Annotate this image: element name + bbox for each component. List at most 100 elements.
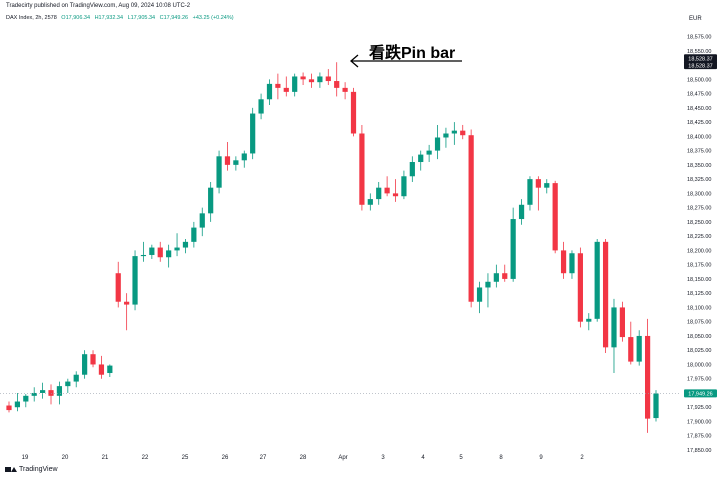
tradingview-icon [5, 466, 17, 473]
candle-body [476, 287, 483, 302]
candle-body [140, 254, 147, 257]
candle-body [292, 76, 298, 92]
candle-body [107, 365, 113, 374]
candle-body [644, 335, 651, 419]
price-tag-bg [684, 54, 717, 63]
x-tick-label: 8 [499, 455, 503, 461]
low-value: L17,905.34 [127, 15, 156, 21]
candle-body [384, 187, 390, 194]
candle-body [569, 253, 575, 274]
price-tag-bg [684, 61, 717, 70]
price-tag-label: 18,528.37 [688, 56, 712, 62]
candle-body [73, 374, 79, 382]
y-tick-label: 18,250.00 [687, 220, 711, 226]
candle-body [82, 354, 88, 375]
annotation-arrow [350, 54, 462, 68]
candle-body [493, 273, 499, 282]
x-tick-label: 21 [102, 455, 109, 461]
pin-bar-annotation: 看跌Pin bar [369, 45, 456, 62]
y-tick-label: 18,325.00 [687, 177, 711, 183]
candle-body [325, 76, 331, 82]
candle-body [90, 354, 96, 365]
y-tick-label: 18,425.00 [687, 120, 711, 126]
candle-body [300, 76, 306, 80]
candle-body [451, 130, 457, 134]
y-tick-label: 18,225.00 [687, 234, 711, 240]
x-tick-label: 2 [580, 455, 584, 461]
candle-body [586, 318, 592, 322]
price-tag-label: 17,949.26 [688, 392, 712, 398]
x-tick-label: Apr [338, 455, 347, 461]
brand-label: TradingView [19, 466, 58, 473]
x-tick-label: 27 [260, 455, 267, 461]
symbol-label[interactable]: DAX Index, 2h, 2578 [6, 15, 57, 21]
candle-body [149, 247, 155, 255]
candle-body [275, 83, 281, 88]
candle-body [552, 183, 558, 251]
candle-body [577, 253, 583, 322]
candle-body [510, 219, 516, 279]
candle-body [485, 281, 491, 288]
candles-layer [0, 62, 680, 433]
tradingview-logo[interactable]: TradingView [5, 466, 58, 473]
candle-body [40, 390, 46, 393]
candle-body [502, 273, 508, 279]
y-tick-label: 18,125.00 [687, 291, 711, 297]
x-tick-label: 20 [62, 455, 69, 461]
candle-body [636, 335, 642, 362]
y-tick-label: 18,100.00 [687, 305, 711, 311]
x-tick-label: 28 [300, 455, 307, 461]
candle-body [208, 187, 214, 214]
candle-body [308, 79, 315, 83]
candle-body [334, 81, 340, 88]
candle-body [6, 405, 12, 411]
candle-body [376, 187, 382, 200]
y-tick-label: 18,500.00 [687, 77, 711, 83]
candle-body [653, 393, 659, 419]
candle-body [182, 241, 189, 248]
open-value: O17,906.34 [61, 15, 91, 21]
candle-body [518, 204, 525, 220]
y-tick-label: 17,850.00 [687, 448, 711, 454]
y-tick-label: 17,925.00 [687, 405, 711, 411]
x-tick-label: 5 [459, 455, 463, 461]
candle-body [241, 153, 247, 161]
x-tick-label: 25 [182, 455, 189, 461]
candle-body [174, 247, 180, 251]
time-axis: 19 20 21 22 25 26 27 28 Apr 3 4 5 8 9 2 [22, 455, 585, 461]
candle-body [628, 337, 634, 362]
candle-body [443, 133, 449, 138]
y-tick-label: 18,450.00 [687, 106, 711, 112]
y-tick-label: 17,900.00 [687, 419, 711, 425]
y-tick-label: 18,275.00 [687, 206, 711, 212]
candle-body [191, 227, 197, 242]
candle-body [535, 179, 541, 188]
candle-body [23, 395, 29, 402]
candle-body [157, 247, 163, 258]
candle-body [401, 176, 407, 197]
candle-body [367, 199, 373, 205]
y-tick-label: 17,875.00 [687, 434, 711, 440]
candle-body [250, 113, 256, 154]
candle-body [527, 179, 533, 205]
price-tag-bg [684, 389, 717, 398]
price-axis: 18,575.0018,550.0018,525.0018,500.0018,4… [687, 35, 711, 454]
candle-body [418, 154, 424, 163]
candle-body [224, 156, 231, 165]
candle-body [283, 87, 289, 92]
y-tick-label: 17,975.00 [687, 377, 711, 383]
candle-body [14, 401, 21, 408]
y-tick-label: 18,050.00 [687, 334, 711, 340]
candle-body [460, 130, 466, 136]
candle-body [434, 137, 441, 151]
y-tick-label: 18,075.00 [687, 320, 711, 326]
candle-body [468, 135, 474, 302]
x-tick-label: 4 [421, 455, 425, 461]
change-value: +43.25 (+0.24%) [192, 15, 234, 21]
candle-body [56, 386, 63, 396]
y-tick-label: 18,375.00 [687, 149, 711, 155]
candle-body [65, 381, 71, 387]
